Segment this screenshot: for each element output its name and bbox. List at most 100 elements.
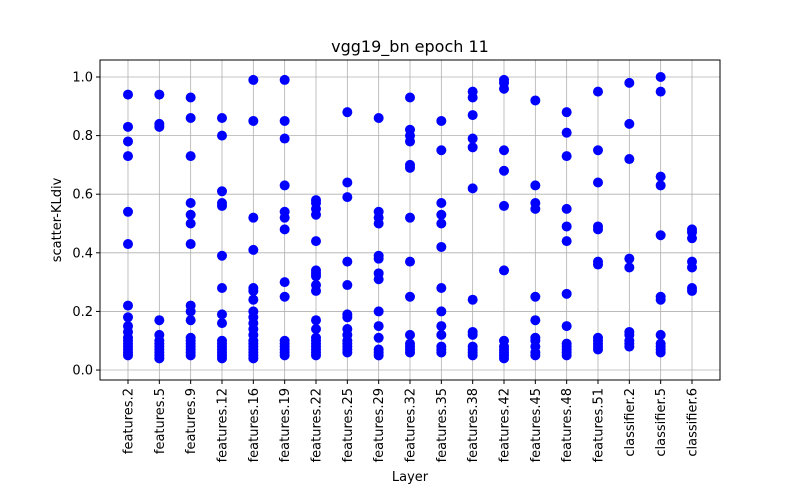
point xyxy=(311,209,321,220)
point xyxy=(217,130,227,141)
point xyxy=(624,341,635,352)
x-tick-label: features.16 xyxy=(247,388,262,462)
point xyxy=(499,145,509,156)
point xyxy=(311,236,321,247)
point xyxy=(561,203,572,214)
point xyxy=(373,113,384,124)
point xyxy=(624,262,635,273)
point xyxy=(185,209,196,220)
point xyxy=(655,180,666,191)
y-tick-label: 1.0 xyxy=(72,70,93,85)
point xyxy=(467,329,478,340)
point xyxy=(123,300,133,311)
point xyxy=(279,291,290,302)
point xyxy=(123,151,133,162)
point xyxy=(342,177,353,188)
point xyxy=(217,113,227,124)
point xyxy=(185,151,196,162)
x-tick-label: features.32 xyxy=(404,388,419,462)
point xyxy=(342,192,353,203)
point xyxy=(561,350,572,361)
point xyxy=(373,218,384,229)
point xyxy=(436,115,447,126)
point xyxy=(467,133,478,144)
y-tick-label: 0.2 xyxy=(72,305,93,320)
point xyxy=(123,121,133,132)
point xyxy=(467,350,478,361)
point xyxy=(405,136,415,147)
point xyxy=(499,353,509,364)
point xyxy=(405,212,415,223)
point xyxy=(530,315,541,326)
point xyxy=(561,107,572,118)
x-tick-label: features.19 xyxy=(278,388,293,462)
x-tick-label: features.48 xyxy=(560,388,575,462)
point xyxy=(436,321,447,332)
point xyxy=(248,244,259,255)
point xyxy=(373,306,384,317)
point xyxy=(530,291,541,302)
point xyxy=(436,282,447,293)
point xyxy=(467,183,478,194)
point xyxy=(279,133,290,144)
point xyxy=(279,224,290,235)
point xyxy=(154,121,165,132)
point xyxy=(185,113,196,124)
point xyxy=(373,350,384,361)
point xyxy=(405,256,415,267)
point xyxy=(593,86,603,97)
point xyxy=(217,186,227,197)
x-tick-label: features.45 xyxy=(529,388,544,462)
point xyxy=(154,89,165,100)
x-axis-label: Layer xyxy=(392,470,429,485)
point xyxy=(342,107,353,118)
point xyxy=(436,145,447,156)
point xyxy=(593,259,603,270)
point xyxy=(436,241,447,252)
point xyxy=(436,306,447,317)
point xyxy=(436,209,447,220)
point xyxy=(373,253,384,264)
point xyxy=(217,250,227,261)
point xyxy=(405,291,415,302)
point xyxy=(561,221,572,232)
point xyxy=(436,347,447,358)
point xyxy=(311,324,321,335)
point xyxy=(217,309,227,320)
point xyxy=(499,265,509,276)
point xyxy=(624,77,635,88)
point xyxy=(279,115,290,126)
point xyxy=(499,200,509,211)
plot-frame xyxy=(99,59,721,381)
point xyxy=(655,171,666,182)
point xyxy=(311,350,321,361)
x-tick-label: classifier.6 xyxy=(686,388,701,457)
point xyxy=(185,92,196,103)
point xyxy=(373,332,384,343)
point xyxy=(248,74,259,85)
point xyxy=(593,224,603,235)
point xyxy=(499,83,509,94)
point xyxy=(279,212,290,223)
point xyxy=(217,282,227,293)
point xyxy=(311,271,321,282)
point xyxy=(185,306,196,317)
point xyxy=(405,92,415,103)
point xyxy=(436,198,447,209)
x-tick-label: features.35 xyxy=(435,388,450,462)
point xyxy=(185,198,196,209)
point xyxy=(687,233,697,244)
point xyxy=(561,236,572,247)
point xyxy=(342,312,353,323)
point xyxy=(405,329,415,340)
point xyxy=(248,115,259,126)
point xyxy=(624,154,635,165)
point xyxy=(530,180,541,191)
point xyxy=(279,180,290,191)
x-tick-label: features.9 xyxy=(184,388,199,454)
x-tick-label: features.25 xyxy=(341,388,356,462)
point xyxy=(499,165,509,176)
x-tick-label: features.29 xyxy=(372,388,387,462)
point xyxy=(248,294,259,305)
point xyxy=(154,353,165,364)
